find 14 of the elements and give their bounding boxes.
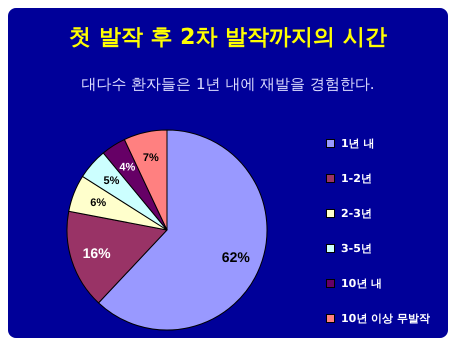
data-label: 4% (119, 162, 136, 174)
data-label: 6% (90, 196, 106, 209)
chart-title: 첫 발작 후 2차 발작까지의 시간 (68, 24, 388, 52)
chart-subtitle: 대다수 환자들은 1년 내에 재발을 경험한다. (80, 75, 376, 94)
legend-label: 10년 이상 무발작 (341, 311, 430, 326)
legend-label: 1-2년 (341, 171, 372, 186)
data-label: 62% (222, 249, 250, 266)
legend-label: 3-5년 (341, 241, 372, 256)
data-label: 16% (82, 244, 112, 261)
data-label: 5% (104, 175, 120, 188)
legend-label: 1년 내 (341, 136, 374, 151)
legend-label: 10년 내 (341, 276, 382, 291)
legend-label: 2-3년 (341, 206, 372, 221)
data-label: 7% (142, 152, 160, 164)
